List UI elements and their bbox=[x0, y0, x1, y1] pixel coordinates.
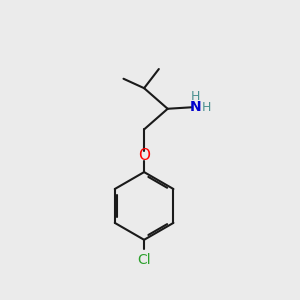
Text: N: N bbox=[190, 100, 202, 114]
Text: H: H bbox=[202, 101, 212, 114]
Text: H: H bbox=[191, 90, 200, 103]
Text: Cl: Cl bbox=[137, 253, 151, 267]
Text: O: O bbox=[138, 148, 150, 164]
